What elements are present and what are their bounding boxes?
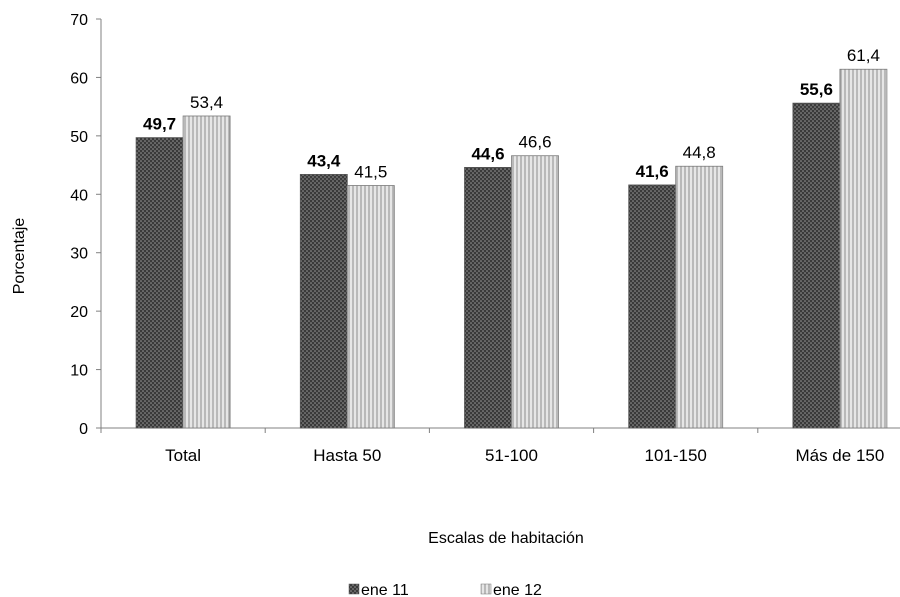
data-label: 44,8 (683, 143, 716, 162)
data-label: 41,5 (354, 163, 387, 182)
y-tick-label: 30 (70, 246, 88, 263)
y-tick-label: 0 (79, 421, 88, 438)
x-tick-label: 101-150 (645, 446, 707, 465)
data-label: 44,6 (471, 144, 504, 163)
bar-ene-11 (299, 174, 348, 429)
bar-ene-11 (135, 137, 184, 429)
bars-group (135, 68, 888, 429)
data-label: 53,4 (190, 93, 223, 112)
y-tick-label: 10 (70, 363, 88, 380)
x-tick-label: Total (165, 446, 201, 465)
value-labels-group: 49,7 53,4 43,4 41,5 44,6 46,6 41,6 44,8 55,6 61,4 (143, 46, 880, 181)
bar-ene-11 (628, 184, 677, 429)
legend-swatch-ene-11 (348, 583, 360, 595)
bar-ene-12 (839, 68, 888, 429)
x-axis-ticks (100, 428, 759, 433)
data-label: 49,7 (143, 115, 176, 134)
data-label: 61,4 (847, 46, 880, 65)
bar-ene-12 (511, 155, 559, 429)
y-tick-label: 60 (70, 70, 88, 87)
legend-label-ene-11: ene 11 (361, 582, 409, 597)
bar-ene-12 (182, 115, 231, 429)
y-axis-ticks: 0 10 20 30 40 50 60 70 (70, 12, 101, 438)
x-tick-label: Más de 150 (795, 446, 884, 465)
y-tick-label: 70 (70, 12, 88, 29)
legend-label-ene-12: ene 12 (493, 582, 542, 597)
y-tick-label: 20 (70, 304, 88, 321)
bar-ene-12 (346, 185, 395, 429)
y-tick-label: 40 (70, 187, 88, 204)
bar-ene-11 (792, 102, 841, 429)
data-label: 46,6 (518, 133, 551, 152)
data-label: 55,6 (800, 80, 833, 99)
legend-swatch-ene-12 (480, 583, 492, 595)
legend: ene 11 ene 12 (348, 582, 542, 597)
category-labels-group: Total Hasta 50 51-100 101-150 Más de 150 (165, 446, 884, 465)
x-tick-label: 51-100 (485, 446, 538, 465)
bar-ene-12 (675, 165, 724, 429)
data-label: 43,4 (307, 151, 341, 170)
y-tick-label: 50 (70, 129, 88, 146)
data-label: 41,6 (636, 162, 669, 181)
bar-ene-11 (464, 167, 512, 429)
x-tick-label: Hasta 50 (313, 446, 381, 465)
y-axis-title: Porcentaje (11, 218, 28, 295)
x-axis-title: Escalas de habitación (428, 530, 584, 547)
